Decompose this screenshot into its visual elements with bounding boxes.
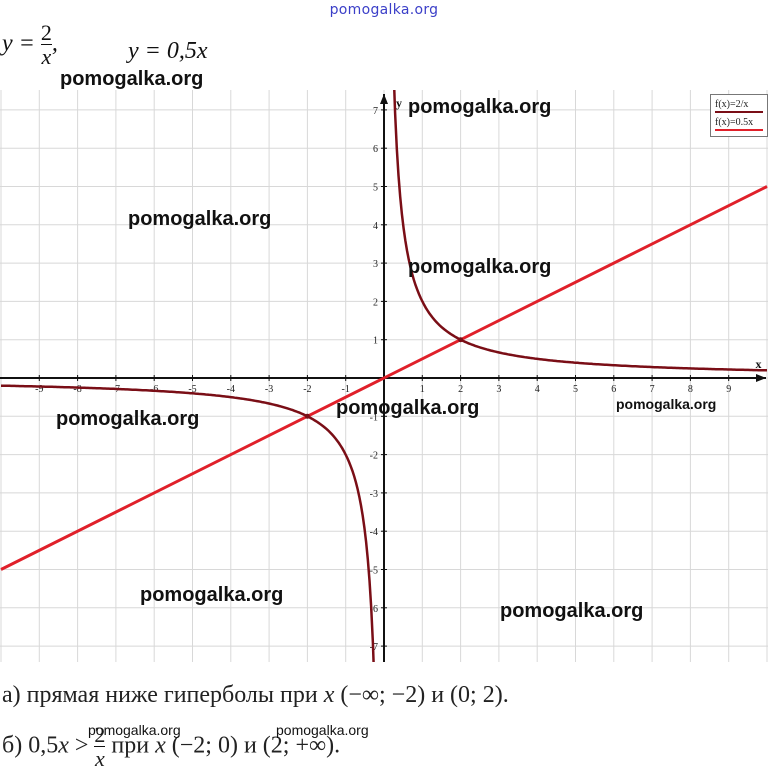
watermark: pomogalka.org: [500, 600, 644, 622]
answer-a-prefix: а) прямая ниже гиперболы при: [2, 682, 324, 708]
formula-hyperbola-lhs: y =: [2, 30, 35, 57]
line-series: [0, 185, 768, 571]
formula-separator: ,: [51, 30, 58, 57]
watermark: pomogalka.org: [616, 396, 717, 412]
watermark: pomogalka.org: [408, 96, 552, 118]
y-tick-label: 4: [373, 221, 378, 232]
x-tick-label: -1: [342, 384, 350, 395]
watermark: pomogalka.org: [408, 256, 552, 278]
legend-label-hyperbola: f(x)=2/x: [715, 99, 749, 110]
y-tick-label: 2: [373, 297, 378, 308]
x-tick-label: 1: [420, 384, 425, 395]
x-tick-label: -8: [73, 384, 81, 395]
fraction-denominator: x: [94, 746, 106, 771]
fraction-denominator: x: [40, 44, 52, 69]
x-tick-label: 5: [573, 384, 578, 395]
answer-a-rest: (−∞; −2) и (0; 2).: [334, 682, 509, 708]
answer-b-var: x: [58, 732, 69, 759]
y-tick-label: -5: [370, 566, 378, 577]
x-tick-label: 6: [611, 384, 616, 395]
y-tick-label: 5: [373, 183, 378, 194]
y-axis-label: y: [396, 96, 402, 110]
x-tick-label: -5: [188, 384, 196, 395]
chart-legend: f(x)=2/x f(x)=0.5x: [710, 94, 768, 137]
x-tick-label: 2: [458, 384, 463, 395]
watermark: pomogalka.org: [336, 397, 480, 419]
y-tick-label: 1: [373, 336, 378, 347]
y-tick-label: -2: [370, 451, 378, 462]
formula-line: y = 0,5x: [128, 38, 208, 64]
hyperbola-branch-positive: [393, 90, 767, 372]
x-axis-label: x: [756, 357, 762, 371]
legend-swatch-hyperbola: [715, 111, 763, 113]
y-tick-label: -3: [370, 489, 378, 500]
x-tick-label: -9: [35, 384, 43, 395]
answer-b-prefix: б) 0,5: [2, 732, 59, 759]
answer-b-rest: (−2; 0) и (2; +∞).: [165, 732, 341, 759]
fraction-numerator: 2: [94, 722, 106, 747]
y-tick-label: -6: [370, 604, 378, 615]
formula-hyperbola: y = 2 x ,: [2, 22, 58, 68]
x-axis-arrow: [756, 374, 766, 382]
watermark: pomogalka.org: [276, 722, 369, 738]
y-tick-label: 3: [373, 259, 378, 270]
y-tick-label: -4: [370, 527, 378, 538]
watermark: pomogalka.org: [128, 208, 272, 230]
hyperbola-branch-negative: [1, 384, 375, 662]
intersection-point: [458, 337, 464, 343]
answer-b-mid: при: [105, 732, 156, 759]
x-tick-label: 7: [650, 384, 655, 395]
series-layer: [0, 90, 768, 662]
y-tick-label: 7: [373, 106, 378, 117]
x-tick-label: 4: [535, 384, 540, 395]
x-tick-label: -3: [265, 384, 273, 395]
x-tick-label: -2: [303, 384, 311, 395]
watermark: pomogalka.org: [56, 408, 200, 430]
x-tick-label: 3: [496, 384, 501, 395]
watermark: pomogalka.org: [88, 722, 181, 738]
intersection-points: [304, 337, 464, 419]
watermark: pomogalka.org: [60, 68, 204, 90]
x-tick-label: 8: [688, 384, 693, 395]
formula-fraction: 2 x: [40, 20, 52, 69]
answer-a: а) прямая ниже гиперболы при x (−∞; −2) …: [2, 682, 509, 709]
answer-a-var: x: [323, 682, 335, 708]
watermark: pomogalka.org: [140, 584, 284, 606]
answer-b-var2: x: [155, 732, 166, 759]
site-header[interactable]: pomogalka.org: [329, 2, 439, 18]
fraction-numerator: 2: [40, 20, 52, 45]
y-axis-arrow: [380, 94, 388, 104]
answer-b-gt: >: [68, 732, 95, 759]
x-tick-label: -4: [227, 384, 235, 395]
y-tick-label: -1: [370, 412, 378, 423]
legend-swatch-line: [715, 129, 763, 131]
legend-label-line: f(x)=0.5x: [715, 117, 754, 128]
intersection-point: [304, 413, 310, 419]
function-plot: xy -9-8-7-6-5-4-3-2-1123456789-9-8-7-6-5…: [0, 90, 768, 662]
x-tick-label: 9: [726, 384, 731, 395]
x-tick-label: -6: [150, 384, 158, 395]
y-tick-label: 6: [373, 144, 378, 155]
